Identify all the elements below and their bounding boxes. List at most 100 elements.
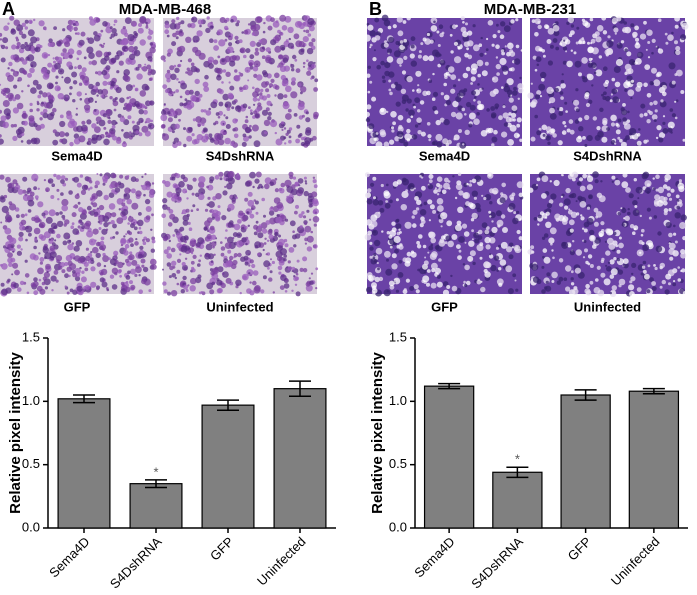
cell: [92, 202, 98, 208]
cell: [636, 81, 643, 88]
cell: [430, 237, 437, 244]
cell: [44, 28, 47, 31]
cell: [495, 63, 501, 70]
cell: [429, 204, 435, 210]
cell: [270, 78, 275, 83]
cell: [503, 25, 511, 33]
cell: [178, 81, 181, 84]
cell: [238, 71, 241, 74]
cell: [589, 280, 594, 285]
cell: [197, 237, 205, 245]
cell: [582, 20, 589, 27]
cell: [598, 55, 602, 59]
cell: [402, 20, 407, 24]
cell: [572, 240, 575, 243]
cell: [394, 278, 398, 283]
cell: [511, 246, 514, 249]
cell: [0, 38, 3, 41]
cell: [481, 222, 488, 229]
cell: [120, 238, 127, 245]
cell: [434, 267, 441, 274]
cell: [109, 184, 114, 189]
cell: [473, 44, 480, 52]
cell: [395, 198, 399, 202]
cell: [512, 90, 518, 96]
cell: [181, 261, 186, 267]
cell: [299, 267, 304, 272]
cell: [59, 211, 63, 215]
cell: [578, 40, 582, 45]
cell: [41, 52, 49, 59]
cell: [646, 207, 652, 212]
cell: [458, 236, 465, 243]
cell: [216, 75, 222, 81]
cell: [183, 103, 187, 107]
cell: [53, 26, 57, 30]
cell: [42, 92, 48, 98]
micrograph: [160, 14, 319, 149]
cell: [406, 251, 412, 257]
cell: [369, 30, 376, 37]
cell: [98, 204, 105, 211]
cell: [68, 239, 72, 243]
cell: [278, 238, 285, 246]
cell: [457, 78, 461, 82]
cell: [254, 47, 259, 52]
cell: [197, 193, 205, 201]
cell: [658, 132, 666, 139]
cell: [462, 192, 469, 199]
cell: [254, 51, 260, 56]
cell: [87, 187, 91, 191]
cell: [226, 107, 231, 111]
cell: [432, 91, 439, 97]
cell: [109, 80, 115, 86]
cell: [133, 221, 136, 224]
cell: [266, 100, 272, 106]
image-caption: S4DshRNA: [573, 148, 642, 163]
cell: [62, 57, 65, 60]
cell: [78, 219, 83, 223]
cell: [639, 214, 642, 218]
cell: [205, 27, 211, 34]
cell: [79, 174, 84, 178]
cell: [410, 251, 417, 258]
cell: [622, 103, 626, 107]
cell: [24, 41, 28, 46]
bar: [628, 390, 680, 529]
cell: [233, 133, 239, 139]
cell: [576, 26, 580, 30]
cell: [497, 30, 501, 34]
cell: [267, 266, 270, 270]
cell: [578, 117, 583, 122]
cell: [140, 258, 146, 264]
cell: [370, 182, 375, 187]
cell: [496, 269, 500, 272]
cell: [128, 96, 132, 99]
cell: [392, 282, 395, 285]
cell: [209, 38, 214, 43]
cell: [24, 44, 32, 52]
cell: [193, 239, 196, 243]
cell: [637, 51, 644, 59]
cell: [36, 108, 40, 112]
cell: [125, 275, 131, 280]
cell: [496, 278, 504, 286]
cell: [31, 216, 36, 222]
cell: [64, 177, 69, 181]
cell: [60, 175, 66, 180]
cell: [577, 195, 583, 201]
cell: [428, 55, 435, 62]
cell: [48, 238, 52, 241]
cell: [560, 195, 564, 198]
cell: [398, 124, 403, 130]
cell: [608, 242, 616, 250]
cell: [274, 34, 282, 42]
cell: [280, 182, 286, 188]
cell: [42, 108, 48, 114]
cell: [541, 193, 547, 199]
cell: [518, 192, 524, 198]
cell: [651, 67, 657, 74]
cell: [391, 129, 395, 133]
cell: [145, 24, 149, 27]
cell: [264, 177, 272, 185]
